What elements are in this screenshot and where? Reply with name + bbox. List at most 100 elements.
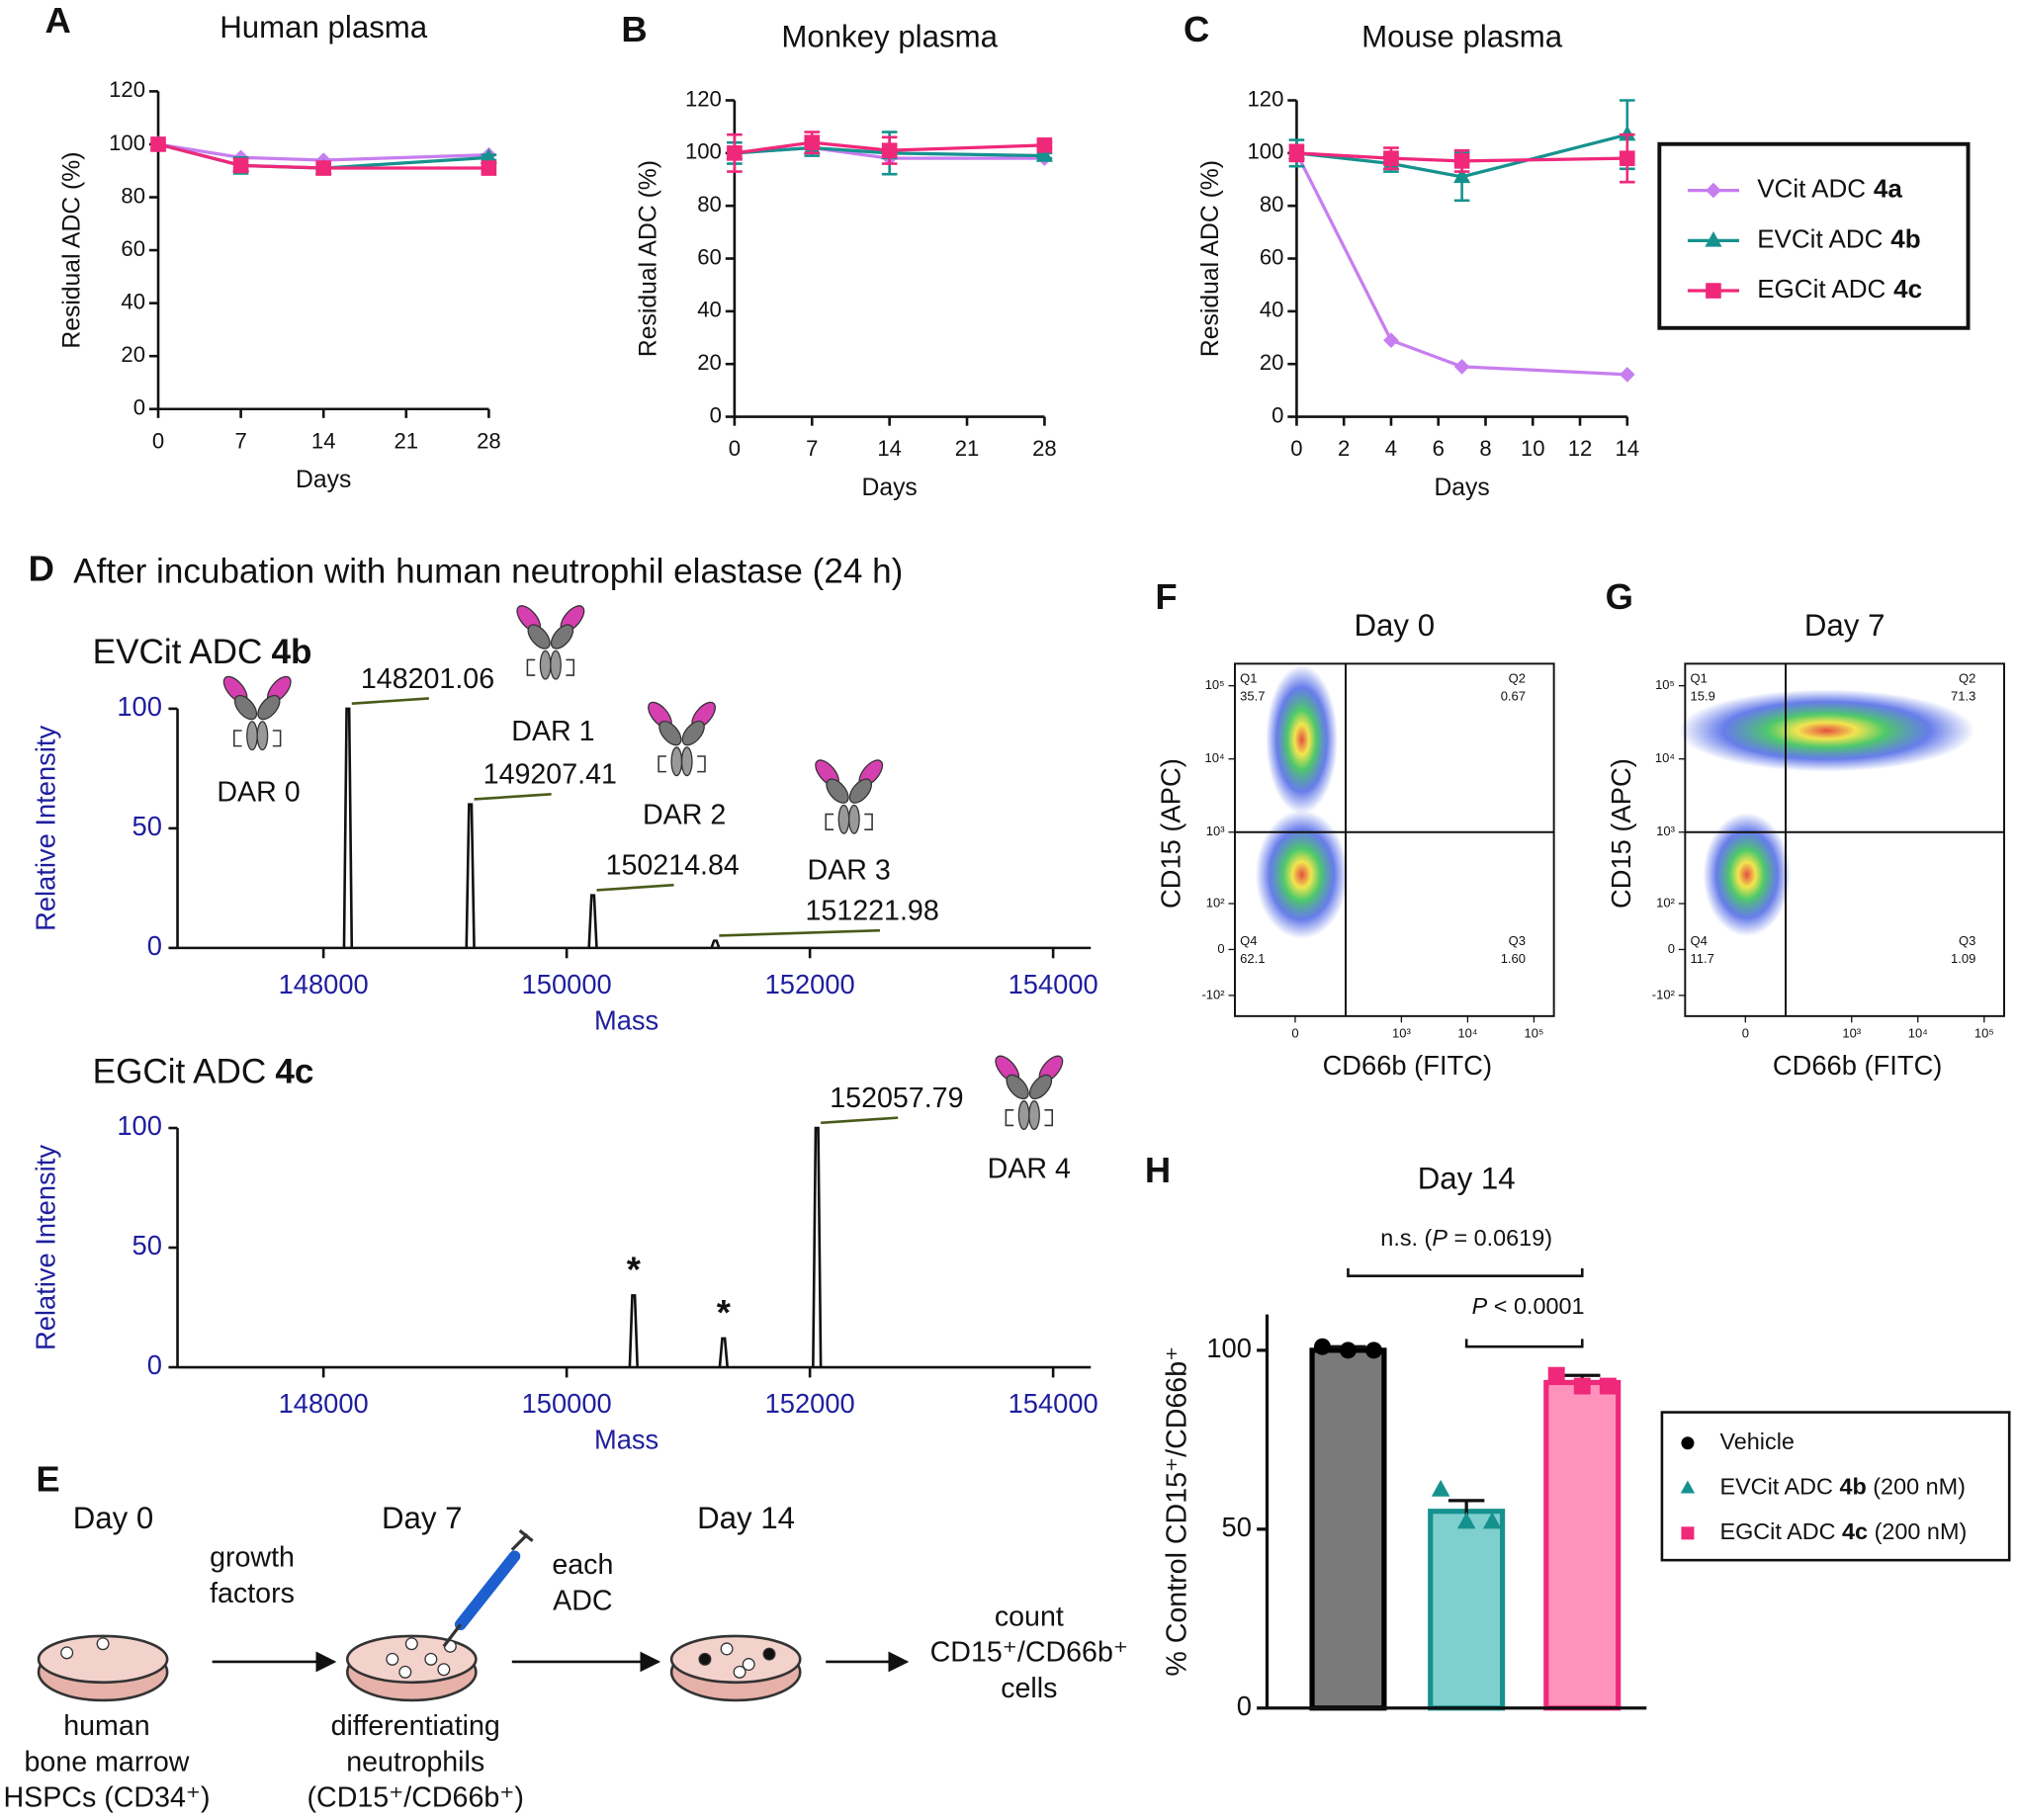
- marker: [481, 160, 497, 176]
- marker: [1036, 137, 1053, 153]
- quadrant-name: Q4: [1240, 933, 1257, 948]
- stage-caption: neutrophils: [346, 1746, 484, 1777]
- y-tick-label: 10⁴: [1655, 750, 1675, 765]
- y-axis-label: Relative Intensity: [30, 1145, 60, 1350]
- workflow: E Day 0 human bone marrow HSPCs (CD34⁺) Day 7…: [3, 1458, 1128, 1813]
- plot-frame: [1234, 662, 1555, 1017]
- marker: [1340, 1342, 1357, 1359]
- y-axis-label: Residual ADC (%): [59, 152, 86, 349]
- y-tick-label: 80: [121, 183, 145, 208]
- y-tick-label: 100: [685, 139, 722, 164]
- x-tick-label: 10⁴: [1908, 1025, 1928, 1040]
- peak: [710, 939, 721, 949]
- title-name: EVCit ADC: [93, 634, 263, 672]
- quadrant-name: Q2: [1959, 670, 1975, 685]
- marker: [1706, 182, 1721, 199]
- chart-title: Day 14: [1418, 1162, 1516, 1196]
- marker: [804, 134, 821, 150]
- legend-entry: Vehicle: [1719, 1429, 1794, 1454]
- antibody-icon: [511, 601, 589, 680]
- flow-plot: F Day 0 -10² 0 10² 10³ 10⁴ 10⁵ 0 10³ 10⁴ 10⁵ CD66b (…: [1155, 576, 1555, 1081]
- series-line: [1294, 152, 1627, 377]
- annotation: DAR 3: [808, 855, 891, 887]
- quadrant-value: 11.7: [1691, 951, 1714, 966]
- stage-day: Day 0: [73, 1501, 154, 1535]
- result-label: count: [995, 1601, 1064, 1632]
- line-chart: C Mouse plasma 0 20 40 60 80 100 120 0 2 4 6 8 10 12 14 D…: [1184, 9, 1971, 501]
- y-tick-label: 100: [117, 691, 162, 722]
- panel-letter: H: [1145, 1150, 1171, 1190]
- peak: [342, 707, 354, 948]
- label-leader: [719, 928, 881, 937]
- chart-title: EVCit ADC 4b: [93, 634, 312, 672]
- x-tick-label: 8: [1479, 436, 1491, 461]
- y-tick-label: 20: [121, 342, 145, 367]
- quadrant-name: Q3: [1959, 933, 1975, 948]
- result-label: cells: [1001, 1673, 1057, 1704]
- x-tick-label: 148000: [279, 1388, 369, 1419]
- x-tick-label: 7: [806, 436, 818, 461]
- label-leader: [474, 792, 552, 801]
- marker: [1453, 359, 1470, 375]
- bar: [1543, 1379, 1622, 1711]
- legend-name: EVCit ADC: [1719, 1473, 1833, 1499]
- title-compound: 4b: [271, 634, 311, 672]
- cell-density: [1255, 810, 1349, 939]
- marker: [480, 147, 497, 164]
- marker: [1456, 1512, 1476, 1529]
- x-axis-label: Days: [1434, 475, 1489, 501]
- y-tick-label: 0: [1237, 1690, 1252, 1721]
- y-tick-label: 100: [1248, 139, 1284, 164]
- bar-chart: H Day 14 0 50 100 % Control CD15⁺/CD66b⁺ Vehic…: [1145, 1150, 2011, 1721]
- quadrant-value: 71.3: [1951, 689, 1975, 704]
- y-tick-label: -10²: [1201, 987, 1225, 1001]
- legend-name: Vehicle: [1719, 1429, 1794, 1454]
- panel-heading: After incubation with human neutrophil e…: [73, 553, 903, 591]
- legend-entry: EVCit ADC 4b (200 nM): [1719, 1473, 1965, 1499]
- x-tick-label: 6: [1433, 436, 1445, 461]
- y-axis-label: Relative Intensity: [30, 726, 60, 931]
- y-tick-label: 80: [1260, 192, 1284, 217]
- cell-density: [1678, 689, 1975, 772]
- bar: [1428, 1509, 1506, 1711]
- series-line: [157, 142, 489, 162]
- dish-top: [669, 1634, 802, 1685]
- stage-caption: human: [63, 1710, 149, 1742]
- marker: [1383, 332, 1399, 349]
- y-axis-label: Residual ADC (%): [1197, 160, 1224, 357]
- marker: [1680, 1480, 1696, 1494]
- peak-label: 149207.41: [483, 759, 617, 791]
- title-compound: 4c: [275, 1053, 313, 1091]
- x-tick-label: 21: [395, 428, 419, 453]
- marker: [1431, 1479, 1450, 1497]
- x-tick-label: 152000: [765, 1388, 855, 1419]
- legend-compound: 4b: [1890, 223, 1920, 253]
- x-tick-label: 152000: [765, 969, 855, 999]
- peak-label: 151221.98: [806, 896, 939, 927]
- legend-name: VCit ADC: [1757, 173, 1866, 203]
- x-tick-label: 2: [1338, 436, 1350, 461]
- marker: [1619, 367, 1635, 383]
- y-axis-label: % Control CD15⁺/CD66b⁺: [1161, 1346, 1192, 1677]
- cell: [698, 1652, 712, 1666]
- legend-entry: VCit ADC 4a: [1757, 173, 1902, 203]
- x-tick-label: 7: [234, 428, 246, 453]
- marker: [1482, 1512, 1502, 1529]
- y-tick-label: 0: [147, 930, 162, 961]
- quadrant-value: 0.67: [1501, 689, 1526, 704]
- x-axis-label: Mass: [594, 1005, 658, 1036]
- quadrant-value: 1.60: [1501, 951, 1526, 966]
- bar: [1309, 1347, 1387, 1711]
- legend-box: [1660, 1411, 2011, 1562]
- marker: [315, 160, 332, 176]
- antibody-icon: [643, 697, 721, 777]
- y-tick-label: 120: [109, 77, 145, 102]
- y-tick-label: 0: [133, 395, 145, 420]
- y-tick-label: 0: [147, 1349, 162, 1380]
- label-part: n.s. (: [1380, 1225, 1432, 1251]
- flow-plot: G Day 7 -10² 0 10² 10³ 10⁴ 10⁵ 0 10³ 10⁴ 10⁵ CD66b (…: [1606, 576, 2005, 1081]
- significance-bracket: [1347, 1267, 1584, 1277]
- x-tick-label: 14: [877, 436, 902, 461]
- plot-frame: [1684, 662, 2005, 1017]
